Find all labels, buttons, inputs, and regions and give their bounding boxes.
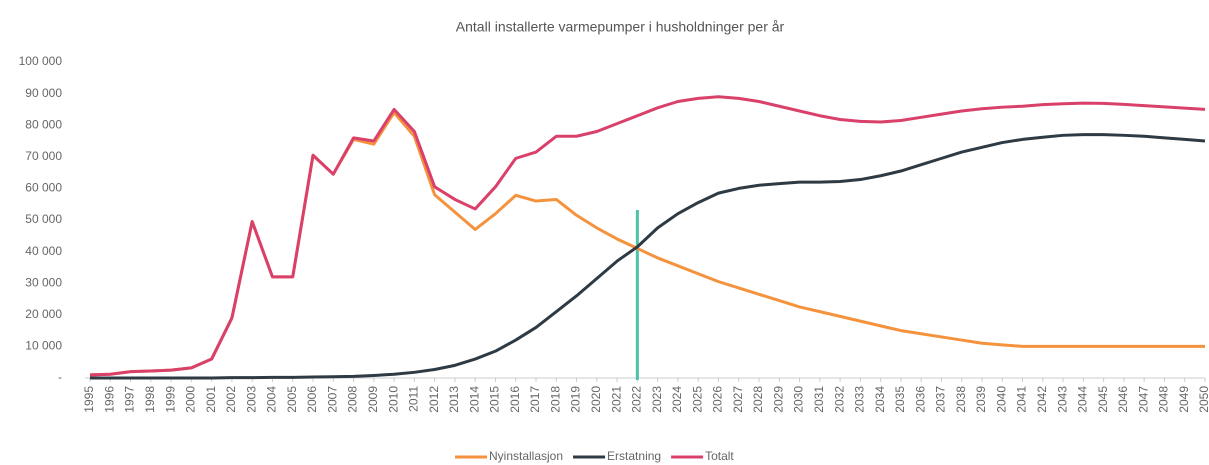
x-tick-label: 2045: [1096, 386, 1110, 413]
y-tick-label: 30 000: [25, 275, 62, 289]
x-tick-label: 2013: [447, 386, 461, 413]
x-tick-label: 2049: [1177, 386, 1191, 413]
x-tick-label: 2029: [771, 386, 785, 413]
x-tick-label: 2023: [650, 386, 664, 413]
x-tick-label: 2044: [1076, 386, 1090, 413]
y-tick-label: 100 000: [19, 54, 63, 68]
x-tick-label: 2038: [954, 386, 968, 413]
x-tick-label: 2007: [325, 386, 339, 413]
x-tick-label: 2033: [853, 386, 867, 413]
y-tick-label: -: [58, 370, 62, 384]
x-tick-label: 2021: [609, 386, 623, 413]
x-tick-label: 2041: [1015, 386, 1029, 413]
x-tick-label: 2008: [346, 386, 360, 413]
y-tick-label: 40 000: [25, 244, 62, 258]
x-tick-label: 2039: [974, 386, 988, 413]
x-tick-label: 2028: [751, 386, 765, 413]
y-tick-label: 60 000: [25, 181, 62, 195]
x-tick-label: 2009: [366, 386, 380, 413]
x-tick-label: 2000: [184, 386, 198, 413]
x-tick-label: 2043: [1055, 386, 1069, 413]
x-tick-label: 2024: [670, 386, 684, 413]
series-line: [90, 133, 1206, 380]
x-tick-label: 2001: [204, 386, 218, 413]
y-tick-label: 80 000: [25, 117, 62, 131]
x-tick-label: 2030: [792, 386, 806, 413]
x-tick-label: 2004: [265, 386, 279, 413]
legend-label: Nyinstallasjon: [489, 449, 563, 463]
x-tick-label: 2016: [508, 386, 522, 413]
x-tick-label: 2017: [528, 386, 542, 413]
x-tick-label: 1997: [123, 386, 137, 413]
x-tick-label: 2042: [1035, 386, 1049, 413]
x-tick-label: 2019: [569, 386, 583, 413]
x-tick-label: 1995: [82, 386, 96, 413]
legend-label: Erstatning: [607, 449, 661, 463]
x-tick-label: 1996: [102, 386, 116, 413]
x-tick-label: 2022: [630, 386, 644, 413]
x-tick-label: 2046: [1116, 386, 1130, 413]
x-tick-label: 2026: [711, 386, 725, 413]
y-tick-label: 50 000: [25, 212, 62, 226]
chart-title: Antall installerte varmepumper i hushold…: [456, 19, 785, 35]
series-line: [89, 95, 1206, 377]
series-line: [89, 111, 1205, 377]
x-tick-label: 2020: [589, 386, 603, 413]
x-tick-label: 2005: [285, 386, 299, 413]
x-tick-label: 1998: [143, 386, 157, 413]
x-tick-label: 2027: [731, 386, 745, 413]
y-tick-label: 20 000: [25, 307, 62, 321]
x-tick-label: 2048: [1157, 386, 1171, 413]
x-tick-label: 2018: [548, 386, 562, 413]
x-tick-label: 2012: [427, 386, 441, 413]
x-tick-label: 2040: [994, 386, 1008, 413]
x-tick-label: 2002: [224, 386, 238, 413]
x-tick-label: 2032: [832, 386, 846, 413]
x-tick-label: 2050: [1197, 386, 1209, 413]
x-tick-label: 2006: [305, 386, 319, 413]
x-tick-label: 2011: [407, 386, 421, 412]
y-tick-label: 10 000: [25, 339, 62, 353]
x-tick-label: 2015: [488, 386, 502, 413]
y-tick-label: 70 000: [25, 149, 62, 163]
legend: Nyinstallasjon Erstatning Totalt: [455, 449, 734, 463]
x-tick-label: 2036: [913, 386, 927, 413]
x-tick-label: 2025: [690, 386, 704, 413]
x-tick-label: 2034: [873, 386, 887, 413]
x-tick-label: 2037: [934, 386, 948, 413]
x-tick-label: 2047: [1136, 386, 1150, 413]
x-tick-label: 2003: [244, 386, 258, 413]
x-tick-label: 2014: [467, 386, 481, 413]
x-tick-label: 2010: [386, 386, 400, 413]
legend-label: Totalt: [705, 449, 734, 463]
x-tick-label: 1999: [163, 386, 177, 413]
y-tick-label: 90 000: [25, 86, 62, 100]
x-tick-label: 2035: [893, 386, 907, 413]
x-tick-label: 2031: [812, 386, 826, 413]
